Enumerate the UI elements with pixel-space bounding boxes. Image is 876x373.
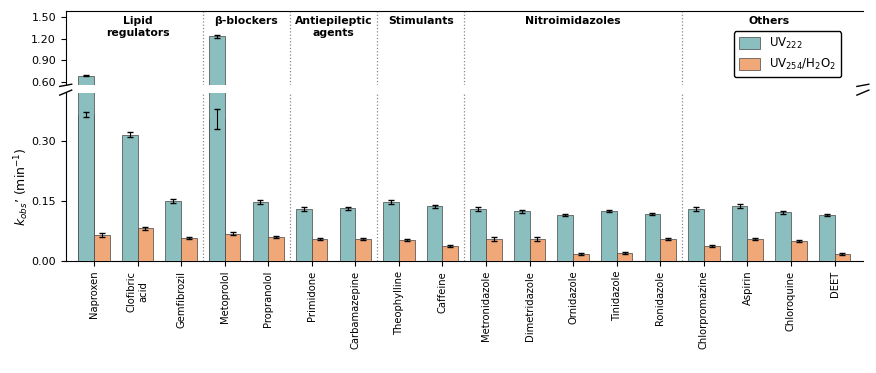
Bar <box>312 239 328 261</box>
Bar <box>442 246 458 261</box>
Bar <box>399 121 414 125</box>
Bar <box>601 211 617 261</box>
Bar <box>209 99 225 125</box>
Bar <box>442 122 458 125</box>
Bar <box>94 235 110 261</box>
Bar <box>617 123 632 125</box>
Bar <box>296 116 312 125</box>
Bar <box>122 102 138 125</box>
Bar <box>427 115 442 125</box>
Bar <box>78 0 94 261</box>
Text: Others: Others <box>749 16 790 26</box>
Bar <box>689 116 703 125</box>
Bar <box>427 206 442 261</box>
Bar <box>78 115 94 261</box>
Text: $k_{obs}$’ (min$^{-1}$): $k_{obs}$’ (min$^{-1}$) <box>12 147 32 226</box>
Bar <box>645 214 661 261</box>
Bar <box>225 234 240 261</box>
Text: β-blockers: β-blockers <box>215 16 279 26</box>
Bar <box>645 116 661 125</box>
Bar <box>384 202 399 261</box>
Bar <box>122 135 138 261</box>
Bar <box>747 121 763 125</box>
Bar <box>399 240 414 261</box>
Bar <box>296 209 312 261</box>
Bar <box>209 119 225 261</box>
Legend: UV$_{222}$, UV$_{254}$/H$_2$O$_2$: UV$_{222}$, UV$_{254}$/H$_2$O$_2$ <box>734 31 841 77</box>
Bar <box>557 215 573 261</box>
Bar <box>703 122 719 125</box>
Bar <box>617 253 632 261</box>
Bar <box>94 120 110 125</box>
Bar <box>791 121 807 125</box>
Bar <box>835 123 851 125</box>
Bar <box>661 121 676 125</box>
Bar <box>747 239 763 261</box>
Bar <box>689 209 703 261</box>
Bar <box>530 239 545 261</box>
Bar <box>166 201 181 261</box>
Bar <box>78 98 94 125</box>
Bar <box>530 121 545 125</box>
Text: Nitroimidazoles: Nitroimidazoles <box>526 16 621 26</box>
Bar <box>731 115 747 125</box>
Bar <box>514 116 530 125</box>
Bar <box>252 202 268 261</box>
Bar <box>819 215 835 261</box>
Bar <box>601 116 617 125</box>
Bar <box>573 123 589 125</box>
Bar <box>209 37 225 125</box>
Bar <box>252 114 268 125</box>
Bar <box>138 119 153 125</box>
Bar <box>181 238 197 261</box>
Bar <box>557 117 573 125</box>
Text: Lipid
regulators: Lipid regulators <box>106 16 169 38</box>
Bar <box>268 120 284 125</box>
Bar <box>775 212 791 261</box>
Bar <box>486 239 502 261</box>
Bar <box>138 228 153 261</box>
Bar <box>486 121 502 125</box>
Bar <box>340 115 356 125</box>
Bar <box>791 241 807 261</box>
Bar <box>470 116 486 125</box>
Bar <box>166 114 181 125</box>
Bar <box>225 120 240 125</box>
Bar <box>514 211 530 261</box>
Bar <box>835 254 851 261</box>
Bar <box>340 208 356 261</box>
Bar <box>775 116 791 125</box>
Bar <box>181 121 197 125</box>
Bar <box>209 0 225 261</box>
Bar <box>661 239 676 261</box>
Bar <box>384 114 399 125</box>
Bar <box>356 239 371 261</box>
Text: Antiepileptic
agents: Antiepileptic agents <box>295 16 372 38</box>
Text: Stimulants: Stimulants <box>388 16 454 26</box>
Bar <box>731 206 747 261</box>
Bar <box>78 76 94 125</box>
Bar <box>356 121 371 125</box>
Bar <box>470 209 486 261</box>
Bar <box>312 121 328 125</box>
Bar <box>819 117 835 125</box>
Bar <box>268 237 284 261</box>
Bar <box>573 254 589 261</box>
Bar <box>703 246 719 261</box>
